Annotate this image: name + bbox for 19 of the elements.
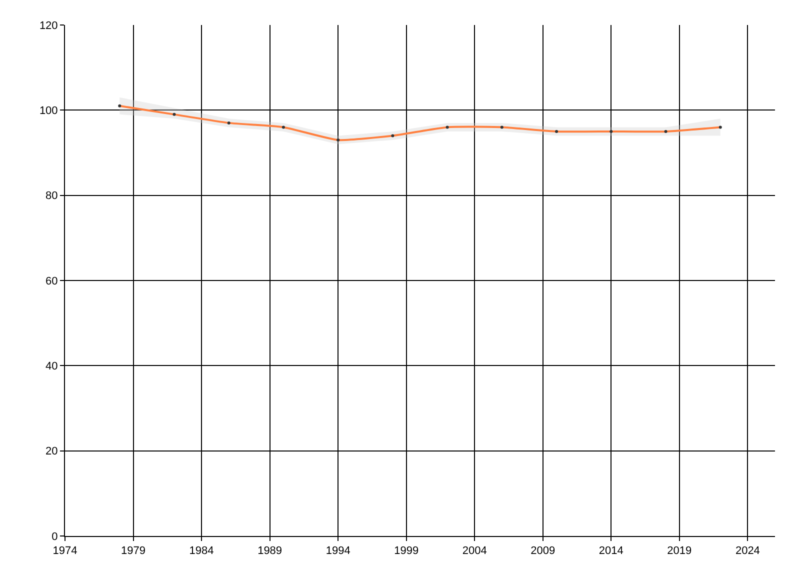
x-tick-label: 1994 [326, 545, 350, 558]
x-tick-label: 1999 [394, 545, 419, 558]
x-tick-label: 2014 [598, 545, 624, 558]
x-tick-label: 1979 [121, 545, 146, 558]
x-tick-label: 1974 [52, 545, 78, 558]
y-tick-label: 40 [46, 360, 58, 373]
x-tick-label: 2004 [462, 545, 487, 558]
y-tick-label: 120 [39, 20, 58, 32]
x-tick-label: 2019 [667, 545, 692, 558]
y-tick-label: 0 [52, 530, 58, 543]
y-tick-label: 20 [46, 446, 58, 458]
x-tick-label: 2024 [735, 545, 760, 558]
x-tick-label: 1989 [258, 545, 282, 558]
x-tick-label: 2009 [530, 545, 556, 558]
y-tick-label: 60 [46, 275, 58, 288]
line-series [118, 104, 722, 142]
y-tick-label: 80 [46, 190, 58, 202]
y-tick-label: 100 [39, 105, 58, 118]
x-tick-label: 1984 [189, 545, 214, 558]
